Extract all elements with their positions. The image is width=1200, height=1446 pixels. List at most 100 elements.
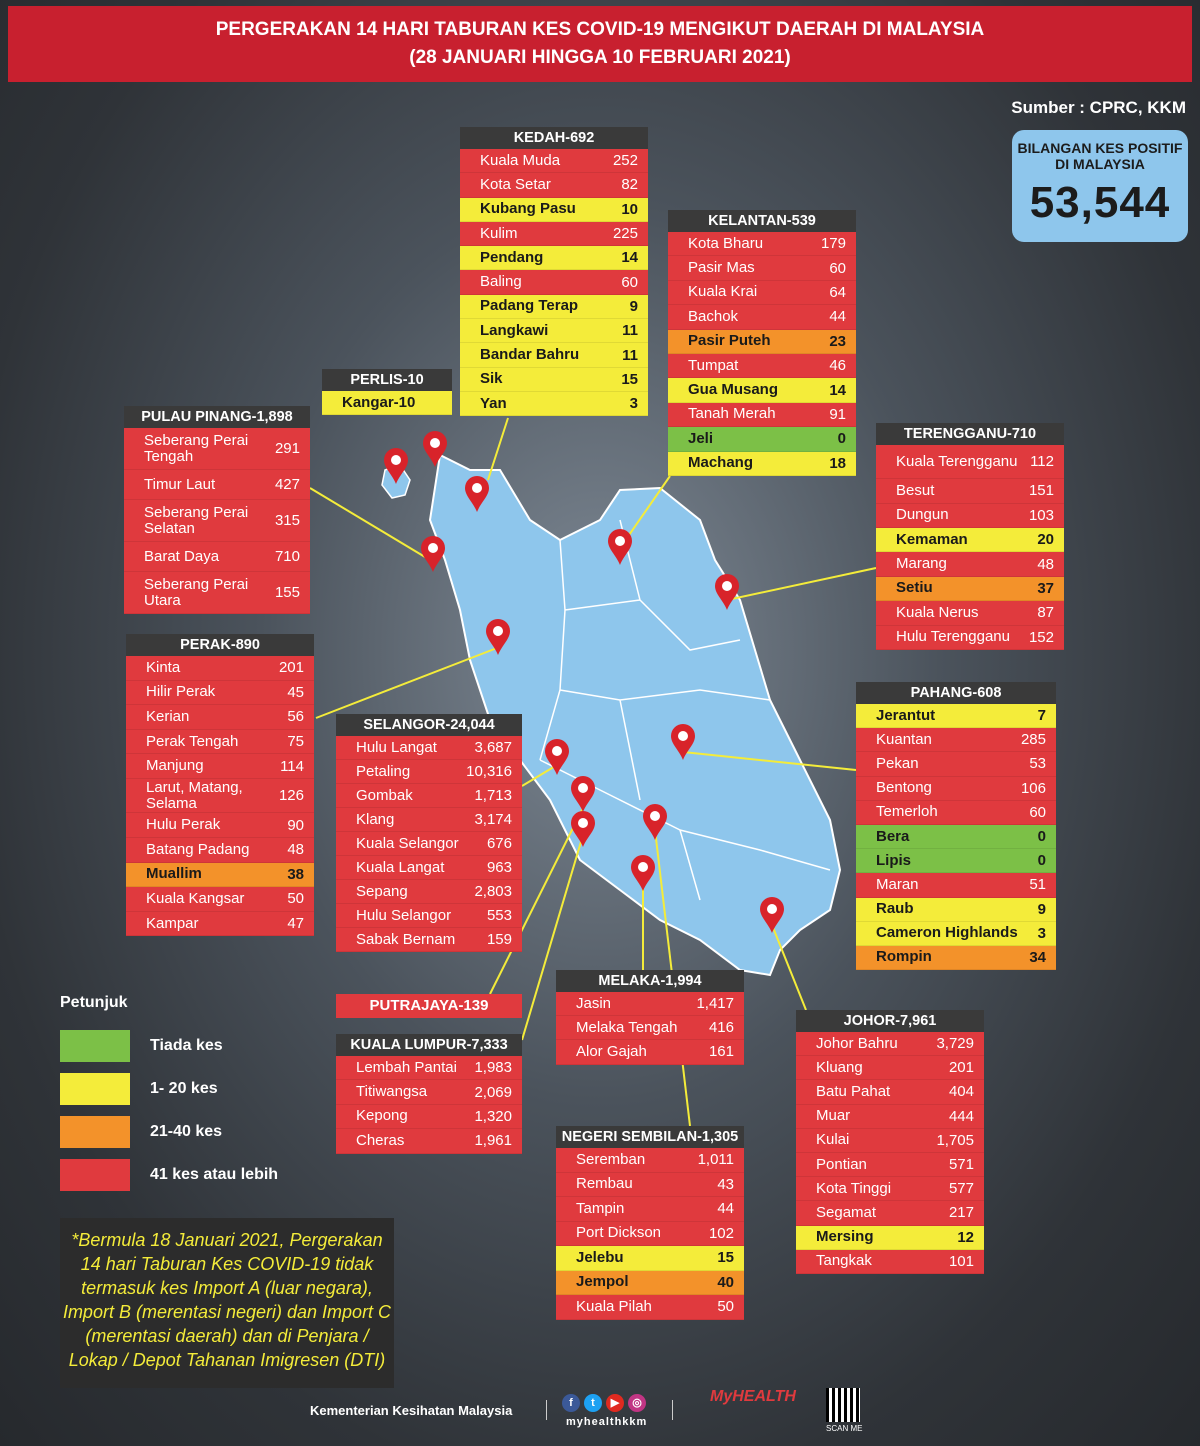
legend-swatch — [60, 1116, 130, 1148]
district-cases: 11 — [622, 322, 638, 340]
district-row: Seremban 1,011 — [556, 1148, 744, 1173]
district-cases: 285 — [1020, 731, 1046, 749]
location-pin-icon — [571, 811, 595, 847]
state-title: NEGERI SEMBILAN-1,305 — [556, 1126, 744, 1148]
district-row: Kuala Muda 252 — [460, 149, 648, 174]
district-cases: 15 — [717, 1249, 734, 1267]
district-cases: 1,961 — [474, 1132, 512, 1150]
district-cases: 1,417 — [696, 995, 734, 1013]
district-row: Bandar Bahru 11 — [460, 343, 648, 368]
district-cases: 217 — [948, 1204, 974, 1222]
district-row: Setiu 37 — [876, 576, 1064, 602]
district-cases: 3,729 — [936, 1035, 974, 1053]
district-row: Gua Musang 14 — [668, 378, 856, 403]
district-name: Pasir Puteh — [688, 332, 771, 350]
district-cases: 291 — [274, 440, 300, 457]
district-name: Muar — [816, 1107, 851, 1125]
district-row: Pontian 571 — [796, 1152, 984, 1178]
district-name: Jerantut — [876, 706, 936, 724]
district-cases: 45 — [287, 683, 304, 701]
district-cases: 14 — [829, 381, 846, 399]
district-row: Perak Tengah 75 — [126, 729, 314, 755]
district-cases: 126 — [278, 787, 304, 805]
district-name: Kota Setar — [480, 175, 551, 193]
source-label: Sumber : CPRC, KKM — [1011, 98, 1186, 117]
legend-label: 41 kes atau lebih — [150, 1166, 279, 1183]
district-cases: 37 — [1037, 579, 1054, 597]
district-name: Tanah Merah — [688, 405, 776, 423]
district-name: Jelebu — [576, 1248, 624, 1266]
district-row: Jelebu 15 — [556, 1246, 744, 1271]
total-cases-label: BILANGAN KES POSITIF DI MALAYSIA — [1017, 140, 1183, 172]
facebook-icon[interactable]: f — [562, 1394, 580, 1412]
district-name: Kerian — [146, 707, 190, 725]
district-name: Pekan — [876, 754, 919, 772]
district-cases: 64 — [829, 283, 846, 301]
district-name: Kuala Krai — [688, 283, 758, 301]
state-putrajaya: PUTRAJAYA-139 — [336, 994, 522, 1018]
location-pin-icon — [421, 536, 445, 572]
twitter-icon[interactable]: t — [584, 1394, 602, 1412]
state-perak: PERAK-890 Kinta 201 Hilir Perak 45 Kerian 56 Pe… — [126, 634, 314, 937]
district-name: Kepong — [356, 1107, 408, 1125]
district-row: Kulai 1,705 — [796, 1128, 984, 1153]
district-cases: 155 — [274, 584, 300, 601]
district-row: Mersing 12 — [796, 1225, 984, 1250]
district-row: Tampin 44 — [556, 1197, 744, 1222]
location-pin-icon — [545, 739, 569, 775]
district-name: Besut — [896, 481, 935, 499]
district-name: Yan — [480, 394, 507, 412]
district-row: Jempol 40 — [556, 1270, 744, 1295]
district-row: Kuantan 285 — [856, 728, 1056, 753]
district-row: Seberang Perai Utara 155 — [124, 572, 310, 614]
district-name: Kuala Kangsar — [146, 889, 245, 907]
state-title: SELANGOR-24,044 — [336, 714, 522, 736]
district-row: Port Dickson 102 — [556, 1221, 744, 1246]
location-pin-icon — [643, 804, 667, 840]
qr-code[interactable] — [826, 1388, 860, 1422]
district-row: Lembah Pantai 1,983 — [336, 1056, 522, 1081]
district-name: Gua Musang — [688, 381, 779, 399]
district-cases: 571 — [948, 1156, 974, 1174]
district-name: Jasin — [576, 994, 612, 1012]
district-row: Alor Gajah 161 — [556, 1040, 744, 1065]
district-row: Pendang 14 — [460, 246, 648, 271]
district-row: Besut 151 — [876, 479, 1064, 504]
district-name: Kota Tinggi — [816, 1179, 892, 1197]
district-name: Kinta — [146, 658, 181, 676]
instagram-icon[interactable]: ◎ — [628, 1394, 646, 1412]
district-name: Machang — [688, 454, 754, 472]
district-cases: 963 — [486, 859, 512, 876]
district-row: Kepong 1,320 — [336, 1104, 522, 1130]
district-name: Kemaman — [896, 530, 968, 548]
district-row: Kuala Kangsar 50 — [126, 887, 314, 912]
district-name: Segamat — [816, 1203, 877, 1221]
district-row: Temerloh 60 — [856, 800, 1056, 825]
location-pin-icon — [715, 574, 739, 610]
youtube-icon[interactable]: ▶ — [606, 1394, 624, 1412]
location-pin-icon — [384, 448, 408, 484]
district-row: Batang Padang 48 — [126, 838, 314, 863]
district-name: Kuala Nerus — [896, 603, 979, 621]
district-cases: 1,705 — [936, 1131, 974, 1149]
district-cases: 51 — [1029, 876, 1046, 894]
district-row: Tumpat 46 — [668, 353, 856, 379]
district-row: Hulu Langat 3,687 — [336, 736, 522, 760]
district-cases: 60 — [1029, 803, 1046, 821]
district-cases: 48 — [287, 841, 304, 859]
district-row: Kuala Langat 963 — [336, 856, 522, 880]
district-name: Gombak — [356, 786, 413, 804]
district-name: Kuala Pilah — [576, 1297, 652, 1315]
district-row: Kemaman 20 — [876, 527, 1064, 553]
district-cases: 179 — [820, 235, 846, 253]
district-name: Seberang Perai Tengah — [144, 431, 249, 465]
district-name: Petaling — [356, 762, 411, 780]
district-name: Pontian — [816, 1155, 867, 1173]
district-cases: 3,687 — [474, 739, 512, 756]
district-row: Machang 18 — [668, 451, 856, 476]
legend-swatch — [60, 1030, 130, 1062]
district-row: Kampar 47 — [126, 911, 314, 937]
district-name: Kulim — [480, 224, 518, 242]
district-row: Tanah Merah 91 — [668, 402, 856, 428]
